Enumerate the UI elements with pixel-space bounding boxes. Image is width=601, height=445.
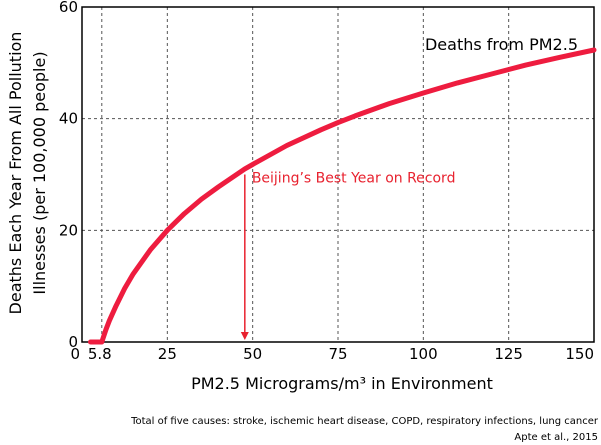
y-axis-title: Deaths Each Year From All Pollution Illn… (6, 32, 49, 315)
x-tick-labels: 0 5.8 25 50 75 100 125 150 (70, 345, 594, 363)
series-line-0 (88, 47, 597, 345)
plot-frame (81, 6, 595, 343)
x-tick-label-50: 50 (243, 345, 262, 363)
annotation-layer: Beijing’s Best Year on Record (240, 171, 456, 340)
footnote-causes: Total of five causes: stroke, ischemic h… (130, 416, 599, 427)
annotation-arrow-head-0 (240, 332, 249, 340)
x-tick-label-150: 150 (565, 345, 594, 363)
series-label: Deaths from PM2.5 (425, 35, 578, 54)
x-tick-label-100: 100 (409, 345, 438, 363)
y-tick-label-40: 40 (59, 110, 78, 128)
plot-border (81, 6, 595, 343)
x-tick-label-125: 125 (494, 345, 523, 363)
y-tick-label-20: 20 (59, 221, 78, 239)
annotation-label-0: Beijing’s Best Year on Record (252, 171, 456, 187)
x-tick-label-25: 25 (158, 345, 177, 363)
x-axis-title: PM2.5 Micrograms/m³ in Environment (191, 374, 493, 393)
x-tick-label-5.8: 5.8 (88, 345, 112, 363)
footnote-source: Apte et al., 2015 (514, 432, 598, 443)
y-tick-label-60: 60 (59, 0, 78, 16)
y-tick-label-0: 0 (68, 333, 78, 351)
y-axis-title-line-1: Deaths Each Year From All Pollution (6, 32, 25, 315)
x-tick-label-0: 0 (70, 345, 80, 363)
x-tick-label-75: 75 (328, 345, 347, 363)
series-layer (88, 47, 597, 345)
y-tick-labels: 0 20 40 60 (59, 0, 78, 351)
y-axis-title-line-2: Illnesses (per 100,000 people) (30, 51, 49, 294)
